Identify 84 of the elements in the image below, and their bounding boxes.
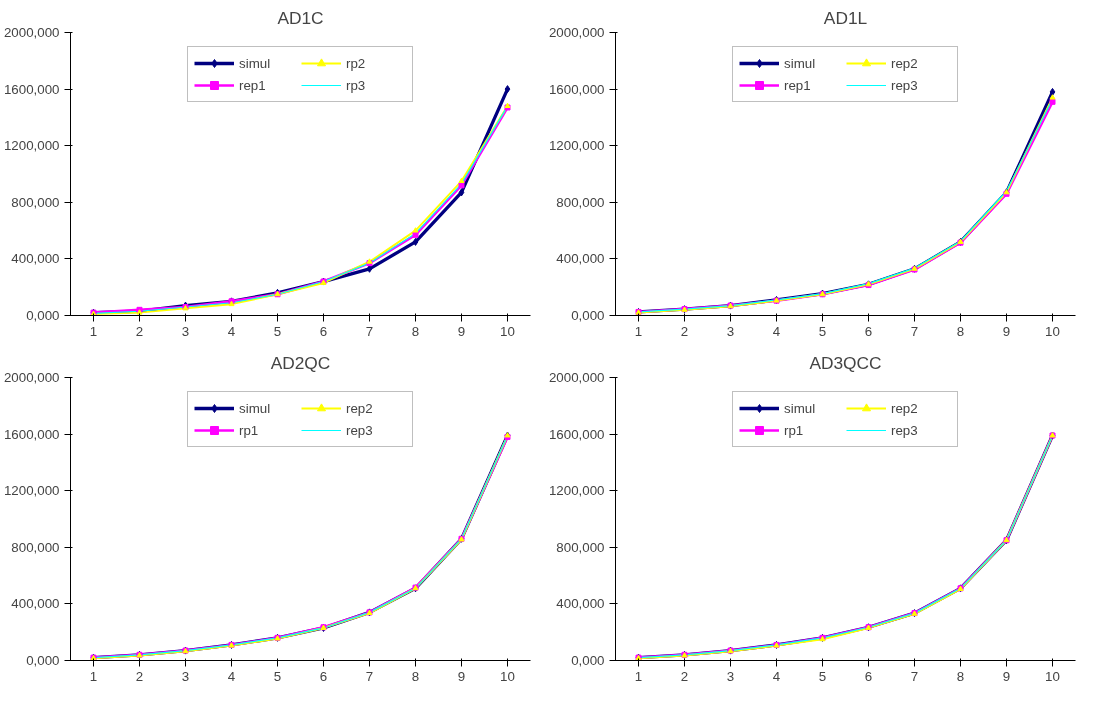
y-tick-label: 0,000 [26,308,60,323]
x-tick-label: 6 [864,323,873,339]
legend-label: simul [239,55,272,71]
legend-label: rep2 [891,400,919,416]
y-tick-label: 1200,000 [3,483,60,499]
legend-label: rep2 [346,400,374,416]
y-tick-label: 800,000 [11,539,60,555]
x-tick-label: 8 [956,323,965,339]
x-tick-label: 2 [135,668,144,684]
x-tick-label: 2 [680,668,689,684]
y-tick-label: 0,000 [571,308,605,323]
x-tick-label: 5 [818,668,827,684]
legend-label: rep1 [239,77,267,93]
x-tick-label: 4 [227,668,236,684]
legend-label: rep1 [784,77,812,93]
y-tick-label: 1600,000 [548,426,605,442]
x-tick-label: 4 [772,668,781,684]
y-tick-label: 1200,000 [3,138,60,154]
x-tick-label: 3 [181,668,190,684]
x-tick-label: 10 [1045,323,1060,339]
x-tick-label: 7 [910,668,919,684]
x-tick-label: 2 [680,323,689,339]
chart-title: AD3QCC [809,352,882,373]
y-tick-label: 0,000 [26,653,60,668]
y-tick-label: 400,000 [11,251,60,267]
y-tick-label: 1600,000 [3,426,60,442]
legend-label: rep3 [891,77,919,93]
y-tick-label: 1600,000 [548,81,605,97]
x-tick-label: 9 [1002,668,1011,684]
legend-label: rep2 [891,55,919,71]
legend-label: rp2 [346,55,367,71]
legend-label: rp3 [346,77,367,93]
y-tick-label: 800,000 [556,539,605,555]
x-tick-label: 4 [772,323,781,339]
x-tick-label: 3 [181,323,190,339]
y-tick-label: 2000,000 [3,370,60,385]
x-tick-label: 7 [365,668,374,684]
y-tick-label: 400,000 [11,596,60,612]
y-tick-label: 800,000 [11,194,60,210]
x-tick-label: 8 [956,668,965,684]
x-tick-label: 2 [135,323,144,339]
y-tick-label: 1600,000 [3,81,60,97]
legend-label: rp1 [239,422,260,438]
x-tick-label: 9 [1002,323,1011,339]
y-tick-label: 400,000 [556,251,605,267]
y-tick-label: 1200,000 [548,483,605,499]
x-tick-label: 6 [319,323,328,339]
x-tick-label: 10 [500,668,515,684]
x-tick-label: 7 [910,323,919,339]
y-tick-label: 400,000 [556,596,605,612]
x-tick-label: 7 [365,323,374,339]
legend-label: rp1 [784,422,805,438]
x-tick-label: 1 [634,323,643,339]
legend-label: simul [239,400,272,416]
legend-label: rep3 [346,422,374,438]
x-tick-label: 9 [457,668,466,684]
y-tick-label: 2000,000 [3,25,60,40]
legend-label: simul [784,55,817,71]
x-tick-label: 5 [273,668,282,684]
legend-label: rep3 [891,422,919,438]
x-tick-label: 3 [726,323,735,339]
y-tick-label: 1200,000 [548,138,605,154]
x-tick-label: 1 [634,668,643,684]
x-tick-label: 5 [273,323,282,339]
x-tick-label: 10 [500,323,515,339]
y-tick-label: 0,000 [571,653,605,668]
legend-label: simul [784,400,817,416]
x-tick-label: 9 [457,323,466,339]
x-tick-label: 4 [227,323,236,339]
x-tick-label: 6 [864,668,873,684]
x-tick-label: 6 [319,668,328,684]
x-tick-label: 5 [818,323,827,339]
y-tick-label: 2000,000 [548,370,605,385]
chart-title: AD1L [823,7,868,28]
x-tick-label: 10 [1045,668,1060,684]
y-tick-label: 800,000 [556,194,605,210]
y-tick-label: 2000,000 [548,25,605,40]
chart-title: AD2QC [270,352,331,373]
chart-title: AD1C [277,7,324,28]
x-tick-label: 1 [89,668,98,684]
x-tick-label: 1 [89,323,98,339]
x-tick-label: 3 [726,668,735,684]
x-tick-label: 8 [411,668,420,684]
x-tick-label: 8 [411,323,420,339]
